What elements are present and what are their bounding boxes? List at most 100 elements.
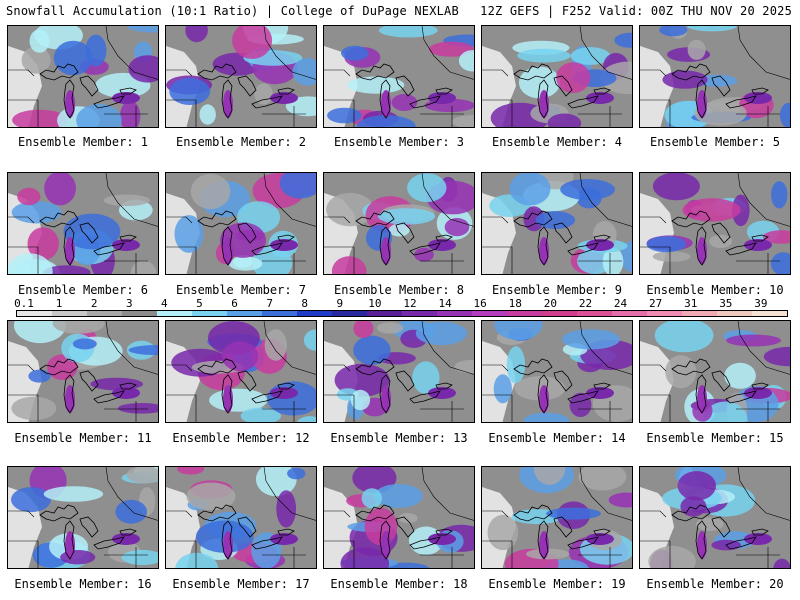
member-caption-8: Ensemble Member: 8 — [333, 283, 465, 297]
legend-label: 7 — [266, 297, 273, 310]
member-caption-9: Ensemble Member: 9 — [491, 283, 623, 297]
legend-swatch — [402, 311, 437, 316]
legend-swatch — [717, 311, 752, 316]
legend-swatch — [612, 311, 647, 316]
map-panel-5 — [639, 25, 791, 128]
member-caption-16: Ensemble Member: 16 — [14, 577, 152, 591]
map-panel-20 — [639, 466, 791, 569]
snowfall-map — [482, 173, 632, 274]
member-caption-17: Ensemble Member: 17 — [172, 577, 310, 591]
legend-label: 27 — [649, 297, 663, 310]
legend-label: 22 — [578, 297, 593, 310]
map-panel-15 — [639, 320, 791, 423]
legend-swatch — [682, 311, 717, 316]
snowfall-map — [640, 26, 790, 127]
map-panel-2 — [165, 25, 317, 128]
legend-label: 20 — [543, 297, 557, 310]
map-panel-3 — [323, 25, 475, 128]
map-panel-19 — [481, 466, 633, 569]
legend-swatch — [367, 311, 402, 316]
member-caption-11: Ensemble Member: 11 — [14, 431, 152, 445]
legend-swatch — [297, 311, 332, 316]
snowfall-map — [166, 321, 316, 422]
legend-label: 10 — [368, 297, 382, 310]
legend-swatch — [437, 311, 472, 316]
legend-label: 24 — [613, 297, 628, 310]
member-caption-15: Ensemble Member: 15 — [646, 431, 784, 445]
member-caption-6: Ensemble Member: 6 — [17, 283, 149, 297]
legend-label: 6 — [231, 297, 238, 310]
legend-swatch — [332, 311, 367, 316]
legend-swatch — [262, 311, 297, 316]
legend-label: 12 — [403, 297, 417, 310]
map-panel-9 — [481, 172, 633, 275]
member-caption-12: Ensemble Member: 12 — [172, 431, 310, 445]
legend-label: 18 — [508, 297, 522, 310]
legend-swatch — [752, 311, 787, 316]
legend-label: 5 — [196, 297, 203, 310]
member-caption-10: Ensemble Member: 10 — [646, 283, 784, 297]
snowfall-map — [640, 321, 790, 422]
snowfall-map — [324, 26, 474, 127]
legend-label: 16 — [473, 297, 487, 310]
legend-swatch — [52, 311, 87, 316]
snowfall-map — [8, 467, 158, 568]
member-caption-20: Ensemble Member: 20 — [646, 577, 784, 591]
legend-swatch — [542, 311, 577, 316]
map-panel-4 — [481, 25, 633, 128]
map-panel-11 — [7, 320, 159, 423]
map-panel-14 — [481, 320, 633, 423]
member-caption-19: Ensemble Member: 19 — [488, 577, 626, 591]
snowfall-map — [166, 173, 316, 274]
legend-label: 14 — [438, 297, 452, 310]
snowfall-map — [324, 173, 474, 274]
member-caption-2: Ensemble Member: 2 — [175, 135, 307, 149]
member-caption-7: Ensemble Member: 7 — [175, 283, 307, 297]
map-panel-6 — [7, 172, 159, 275]
snowfall-map — [324, 321, 474, 422]
member-caption-18: Ensemble Member: 18 — [330, 577, 468, 591]
snowfall-map — [8, 26, 158, 127]
legend-label: 39 — [754, 297, 768, 310]
snowfall-map — [482, 467, 632, 568]
legend-swatch — [192, 311, 227, 316]
map-panel-16 — [7, 466, 159, 569]
legend-label: 9 — [336, 297, 344, 310]
member-caption-14: Ensemble Member: 14 — [488, 431, 626, 445]
snowfall-map — [640, 467, 790, 568]
legend-label: 0.1 — [14, 297, 34, 310]
legend-label: 35 — [719, 297, 733, 310]
legend-swatch — [17, 311, 52, 316]
legend-swatch — [507, 311, 542, 316]
snowfall-map — [8, 173, 158, 274]
legend-colorbar — [16, 310, 788, 317]
snowfall-map — [482, 26, 632, 127]
snowfall-map — [8, 321, 158, 422]
legend-swatch — [472, 311, 507, 316]
member-caption-3: Ensemble Member: 3 — [333, 135, 465, 149]
legend-swatch — [157, 311, 192, 316]
legend-label: 3 — [125, 297, 133, 310]
member-caption-13: Ensemble Member: 13 — [330, 431, 468, 445]
legend-label: 1 — [55, 297, 63, 310]
member-caption-4: Ensemble Member: 4 — [491, 135, 623, 149]
snowfall-map — [482, 321, 632, 422]
legend-swatch — [577, 311, 612, 316]
legend-label: 8 — [301, 297, 309, 310]
member-caption-1: Ensemble Member: 1 — [17, 135, 149, 149]
snowfall-map — [640, 173, 790, 274]
member-caption-5: Ensemble Member: 5 — [649, 135, 781, 149]
color-legend: 0.1 1 2 3 4 5 6 7 8 9 10 12 14 16 18 20 22 24 27 31 35 39 — [10, 297, 788, 319]
map-panel-8 — [323, 172, 475, 275]
map-panel-10 — [639, 172, 791, 275]
snowfall-map — [166, 26, 316, 127]
snowfall-map — [324, 467, 474, 568]
map-panel-17 — [165, 466, 317, 569]
map-panel-13 — [323, 320, 475, 423]
legend-label: 31 — [684, 297, 698, 310]
legend-swatch — [122, 311, 157, 316]
map-panel-1 — [7, 25, 159, 128]
snowfall-map — [166, 467, 316, 568]
legend-swatch — [647, 311, 682, 316]
run-valid-time: 12Z GEFS | F252 Valid: 00Z THU NOV 20 20… — [480, 4, 792, 18]
